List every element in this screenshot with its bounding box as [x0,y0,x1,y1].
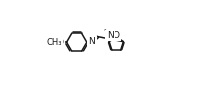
Text: CH₃: CH₃ [46,38,62,47]
Text: N: N [89,37,95,46]
Text: O: O [113,31,120,40]
Text: N: N [107,31,113,40]
Text: O: O [57,38,64,47]
